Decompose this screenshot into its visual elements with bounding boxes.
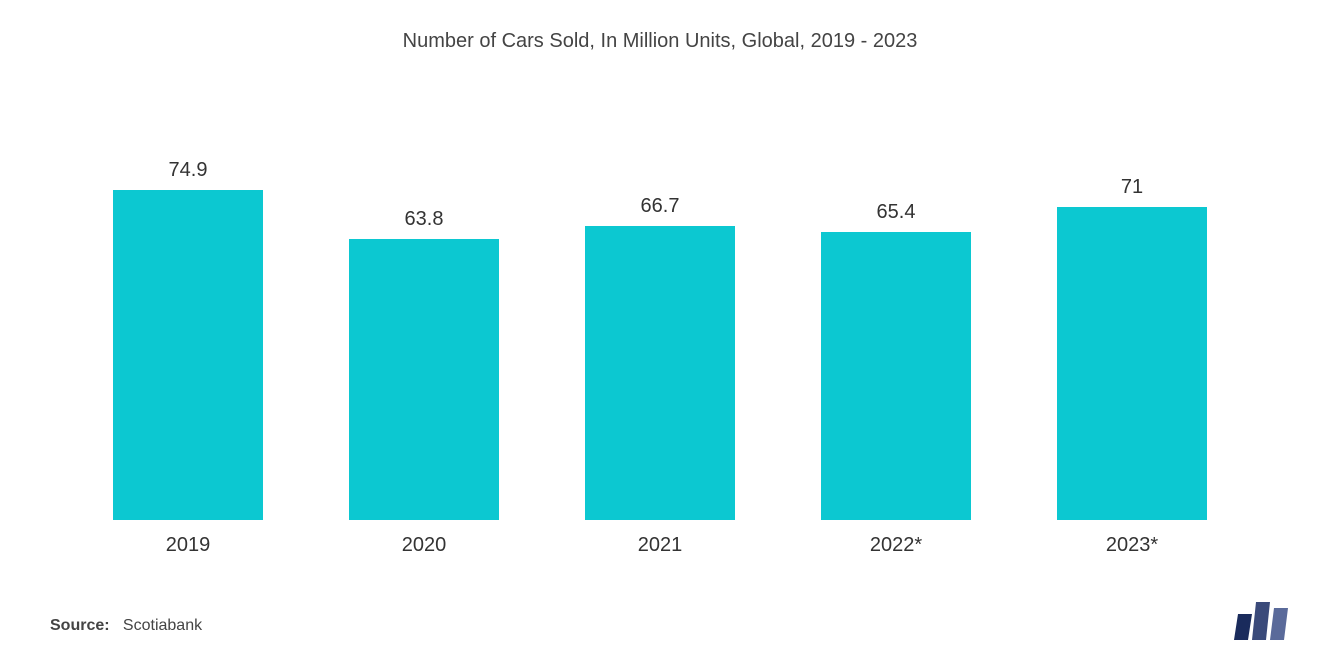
bar-label: 2022*: [870, 534, 922, 557]
bar-value: 71: [1121, 176, 1143, 199]
bar-label: 2023*: [1106, 534, 1158, 557]
bar-value: 63.8: [405, 208, 444, 231]
bar: [821, 232, 971, 520]
logo-icon: [1234, 602, 1290, 640]
bar: [585, 226, 735, 520]
source-line: Source: Scotiabank: [50, 617, 1270, 635]
source-value-text: Scotiabank: [123, 617, 202, 634]
bar-label: 2021: [638, 534, 683, 557]
bar-label: 2020: [402, 534, 447, 557]
bar: [113, 190, 263, 520]
bar-value: 74.9: [169, 159, 208, 182]
bar-label: 2019: [166, 534, 211, 557]
chart-title: Number of Cars Sold, In Million Units, G…: [50, 30, 1270, 53]
bar-group-3: 65.4 2022*: [778, 201, 1014, 557]
bar-group-4: 71 2023*: [1014, 176, 1250, 557]
bar-group-0: 74.9 2019: [70, 159, 306, 557]
bar-value: 66.7: [641, 195, 680, 218]
bar: [1057, 207, 1207, 520]
bar: [349, 239, 499, 520]
bar-value: 65.4: [877, 201, 916, 224]
chart-container: Number of Cars Sold, In Million Units, G…: [0, 0, 1320, 665]
bar-group-2: 66.7 2021: [542, 195, 778, 557]
source-label: Source:: [50, 617, 110, 634]
plot-area: 74.9 2019 63.8 2020 66.7 2021 65.4 2022*…: [50, 133, 1270, 557]
source-value: [114, 617, 123, 634]
bar-group-1: 63.8 2020: [306, 208, 542, 557]
brand-logo: [1234, 602, 1290, 645]
